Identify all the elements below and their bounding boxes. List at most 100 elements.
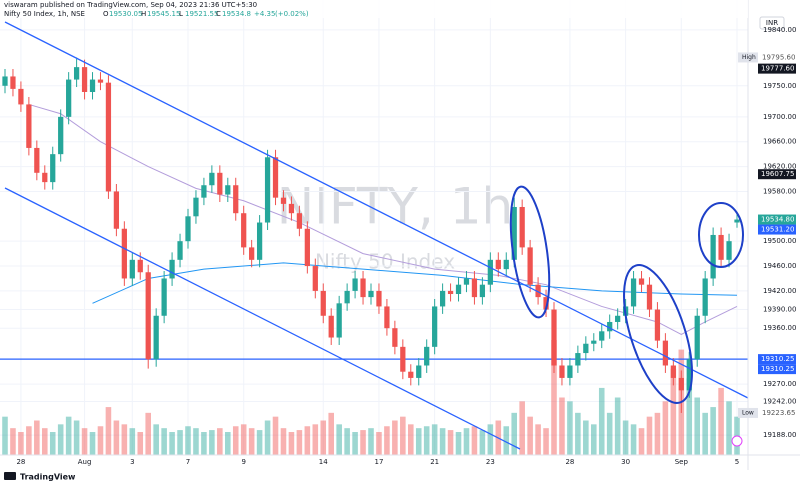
volume-bar	[646, 416, 653, 455]
x-tick-label: Aug	[78, 458, 92, 466]
candle-body	[439, 290, 446, 307]
candle-body	[710, 234, 716, 279]
candle-body	[225, 185, 231, 195]
volume-bar	[710, 407, 716, 455]
ohlc-label: L	[179, 10, 183, 18]
candle-body	[670, 365, 676, 378]
volume-bar	[535, 424, 541, 455]
candle-body	[264, 157, 271, 223]
currency-box	[759, 16, 785, 30]
candle-body	[368, 290, 374, 298]
y-tick-label: 19700.00	[763, 113, 796, 121]
candle-body	[241, 213, 247, 248]
candle-body	[10, 76, 16, 89]
candle-body	[256, 222, 263, 260]
x-tick-label: 17	[374, 458, 383, 466]
candle-body	[58, 116, 64, 155]
volume-bar	[41, 428, 48, 455]
candle-body	[607, 321, 613, 332]
candle-body	[392, 328, 398, 347]
volume-bar	[511, 412, 518, 455]
volume-bar	[702, 412, 708, 455]
volume-bar	[201, 432, 207, 455]
y-tick-label: 19620.00	[763, 163, 796, 171]
price-label: 19531.20	[761, 226, 794, 234]
candle-body	[447, 290, 454, 295]
candle-body	[702, 278, 708, 316]
volume-bar	[121, 424, 128, 455]
x-tick-label: 3	[130, 458, 134, 466]
candle-body	[280, 197, 287, 204]
volume-bar	[97, 426, 104, 455]
candle-body	[463, 278, 470, 285]
x-tick-label: 21	[430, 458, 439, 466]
candle-body	[567, 365, 573, 378]
candle-body	[678, 377, 684, 391]
candle-body	[217, 172, 223, 195]
ohlc-label: C	[216, 10, 221, 18]
volume-bar	[10, 428, 16, 455]
change: +4.35	[254, 10, 275, 18]
volume-bar	[145, 412, 152, 455]
candle-body	[105, 82, 112, 192]
volume-bar	[431, 424, 438, 455]
candle-body	[384, 306, 390, 329]
price-label: 19777.60	[761, 65, 794, 73]
y-tick-label: 19840.00	[763, 26, 796, 34]
volume-bar	[288, 432, 295, 455]
candle-body	[487, 259, 493, 285]
candle-body	[161, 278, 167, 316]
volume-bar	[344, 428, 350, 455]
y-tick-label: 19242.00	[763, 398, 796, 406]
trend-line	[4, 187, 521, 450]
candle-body	[312, 266, 318, 291]
y-tick-label: 19188.00	[763, 431, 796, 439]
volume-bar	[415, 428, 422, 455]
ohlc-label: O	[103, 10, 109, 18]
marker-tag: High	[742, 54, 756, 61]
volume-bar	[49, 432, 56, 455]
volume-bar	[471, 426, 478, 455]
volume-bar	[503, 426, 510, 455]
ohlc-value: 19530.05	[109, 10, 142, 18]
y-tick-label: 19270.00	[763, 380, 796, 388]
candle-body	[543, 297, 549, 310]
candle-body	[328, 315, 334, 338]
annotation-circle	[623, 264, 693, 404]
candle-body	[646, 284, 653, 310]
candle-body	[519, 206, 525, 248]
candle-body	[121, 228, 127, 279]
candle-body	[495, 259, 501, 270]
volume-bar	[113, 420, 120, 455]
price-label-box	[758, 354, 796, 365]
candle-body	[233, 185, 239, 214]
x-tick-label: Sep	[675, 458, 689, 466]
volume-bar	[559, 397, 565, 455]
volume-bar	[248, 428, 255, 455]
volume-bar	[463, 428, 470, 455]
candle-body	[527, 247, 533, 285]
volume-bar	[18, 432, 24, 455]
candle-body	[153, 315, 159, 360]
volume-bar	[256, 430, 263, 455]
candle-body	[575, 353, 581, 366]
candle-body	[734, 219, 740, 223]
candle-body	[583, 343, 589, 354]
candle-body	[654, 309, 661, 341]
volume-bar	[209, 430, 215, 455]
x-tick-label: 14	[319, 458, 328, 466]
candle-body	[615, 315, 621, 322]
volume-bar	[686, 378, 693, 455]
currency: INR	[766, 19, 778, 27]
watermark-subtitle: Nifty 50 Index	[315, 250, 455, 274]
candle-body	[66, 79, 72, 117]
volume-bar	[455, 432, 462, 455]
candle-body	[638, 278, 645, 285]
candle-body	[726, 241, 732, 260]
volume-bar	[718, 387, 724, 455]
candle-body	[535, 284, 541, 298]
watermark-title: NIFTY, 1h	[277, 178, 513, 236]
candle-body	[145, 272, 151, 360]
volume-bar	[638, 428, 645, 455]
volume-bar	[296, 430, 303, 455]
